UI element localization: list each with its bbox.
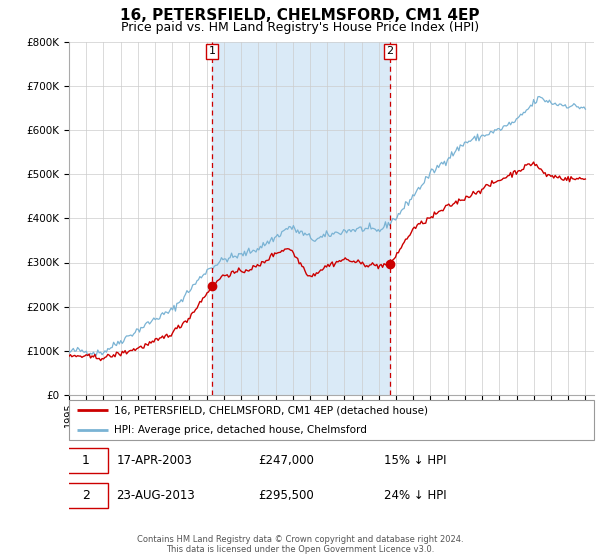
Text: 16, PETERSFIELD, CHELMSFORD, CM1 4EP: 16, PETERSFIELD, CHELMSFORD, CM1 4EP [120, 8, 480, 24]
FancyBboxPatch shape [64, 448, 109, 473]
Text: Price paid vs. HM Land Registry's House Price Index (HPI): Price paid vs. HM Land Registry's House … [121, 21, 479, 34]
Text: 1: 1 [82, 454, 90, 467]
FancyBboxPatch shape [64, 483, 109, 508]
Text: 1: 1 [208, 46, 215, 57]
Text: 16, PETERSFIELD, CHELMSFORD, CM1 4EP (detached house): 16, PETERSFIELD, CHELMSFORD, CM1 4EP (de… [113, 405, 428, 415]
Bar [212, 42, 390, 395]
Text: £295,500: £295,500 [258, 489, 314, 502]
Text: Contains HM Land Registry data © Crown copyright and database right 2024.
This d: Contains HM Land Registry data © Crown c… [137, 535, 463, 554]
Text: 15% ↓ HPI: 15% ↓ HPI [384, 454, 446, 467]
Text: 23-AUG-2013: 23-AUG-2013 [116, 489, 195, 502]
Text: 2: 2 [386, 46, 394, 57]
Text: 24% ↓ HPI: 24% ↓ HPI [384, 489, 446, 502]
FancyBboxPatch shape [69, 400, 594, 440]
Text: £247,000: £247,000 [258, 454, 314, 467]
Text: 2: 2 [82, 489, 90, 502]
Text: HPI: Average price, detached house, Chelmsford: HPI: Average price, detached house, Chel… [113, 425, 367, 435]
Text: 17-APR-2003: 17-APR-2003 [116, 454, 192, 467]
